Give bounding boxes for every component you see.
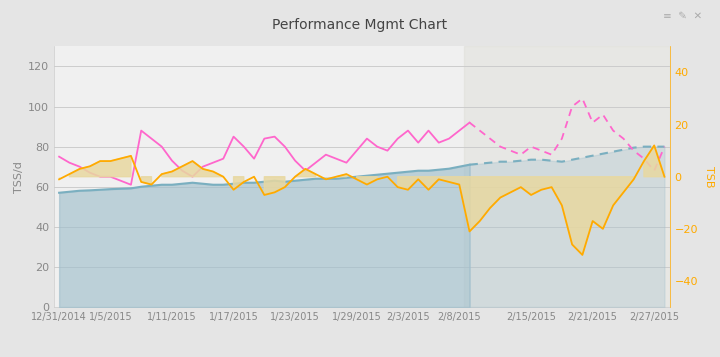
Y-axis label: TSS/d: TSS/d — [14, 161, 24, 193]
Text: ≡  ✎  ✕: ≡ ✎ ✕ — [662, 11, 702, 21]
Text: Performance Mgmt Chart: Performance Mgmt Chart — [272, 18, 448, 32]
Bar — [464, 46, 670, 307]
Y-axis label: TSB: TSB — [703, 166, 714, 187]
